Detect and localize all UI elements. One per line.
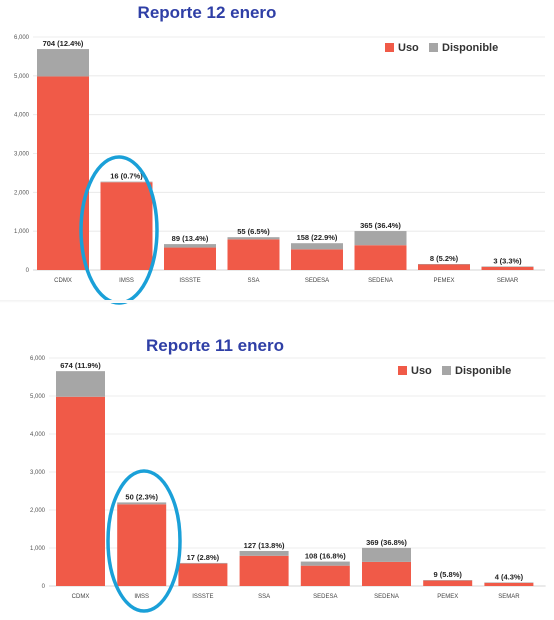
category-label-pemex: PEMEX xyxy=(433,278,454,284)
highlight-ellipse-imss xyxy=(79,155,159,305)
category-label-issste: ISSSTE xyxy=(192,594,213,600)
bar-uso-issste xyxy=(164,247,216,270)
y-tick-label: 5,000 xyxy=(30,394,46,400)
bar-chart-12-enero: 0 1,000 2,000 3,000 4,000 5,000 6,000 704 (12.4… xyxy=(14,35,545,305)
bar-uso-issste xyxy=(178,563,228,586)
bar-disponible-ssa xyxy=(227,237,280,240)
highlight-ellipse-imss xyxy=(106,469,182,613)
legend-swatch-disponible xyxy=(429,43,438,52)
y-tick-label: 0 xyxy=(26,268,30,274)
category-label-sedesa: SEDESA xyxy=(305,278,329,284)
data-label-semar: 3 (3.3%) xyxy=(493,256,522,265)
bar-disponible-ssa xyxy=(239,550,289,556)
data-label-sedesa: 108 (16.8%) xyxy=(305,552,346,561)
category-label-sedena: SEDENA xyxy=(368,278,393,284)
bar-uso-sedena xyxy=(362,561,411,586)
y-tick-label: 4,000 xyxy=(14,113,30,119)
bar-uso-sedesa xyxy=(291,249,343,270)
bar-disponible-imss xyxy=(100,181,153,183)
panel-divider xyxy=(0,300,554,303)
bar-uso-imss xyxy=(117,504,167,586)
y-tick-label: 0 xyxy=(42,584,46,590)
data-label-imss: 16 (0.7%) xyxy=(110,172,143,181)
legend-label-disponible: Disponible xyxy=(442,42,498,54)
y-tick-label: 3,000 xyxy=(30,470,46,476)
legend-swatch-uso xyxy=(385,43,394,52)
chart-panel-12-enero: Reporte 12 enero 0 1,000 2,000 3,000 4,000 5,… xyxy=(0,0,554,305)
data-label-issste: 89 (13.4%) xyxy=(172,234,209,243)
data-label-ssa: 55 (6.5%) xyxy=(237,227,270,236)
category-label-imss: IMSS xyxy=(119,278,134,284)
y-tick-label: 5,000 xyxy=(14,74,30,80)
data-label-pemex: 9 (5.8%) xyxy=(434,570,463,579)
data-label-semar: 4 (4.3%) xyxy=(495,572,524,581)
bar-disponible-imss xyxy=(117,502,167,505)
bar-chart-11-enero: 0 1,000 2,000 3,000 4,000 5,000 6,000 674 (11.9… xyxy=(30,356,546,613)
data-label-pemex: 8 (5.2%) xyxy=(430,254,459,263)
legend-swatch-uso xyxy=(398,366,407,375)
category-label-cdmx: CDMX xyxy=(72,594,90,600)
y-tick-label: 1,000 xyxy=(14,229,30,235)
bar-disponible-sedesa xyxy=(300,561,350,566)
category-label-sedesa: SEDESA xyxy=(313,594,337,600)
data-label-sedena: 365 (36.4%) xyxy=(360,221,401,230)
y-tick-label: 1,000 xyxy=(30,546,46,552)
data-label-cdmx: 704 (12.4%) xyxy=(43,39,84,48)
bar-uso-semar xyxy=(481,266,534,270)
bar-disponible-sedena xyxy=(354,231,407,246)
bar-uso-sedesa xyxy=(300,565,350,586)
category-label-issste: ISSSTE xyxy=(179,278,200,284)
y-tick-label: 4,000 xyxy=(30,432,46,438)
bar-disponible-pemex xyxy=(423,580,473,581)
bar-uso-pemex xyxy=(418,264,470,270)
category-label-semar: SEMAR xyxy=(497,278,519,284)
category-label-cdmx: CDMX xyxy=(54,278,72,284)
chart-title: Reporte 12 enero xyxy=(137,3,277,22)
category-label-ssa: SSA xyxy=(258,594,270,600)
category-label-pemex: PEMEX xyxy=(437,594,458,600)
data-label-ssa: 127 (13.8%) xyxy=(244,541,285,550)
bar-disponible-issste xyxy=(178,562,228,564)
y-tick-label: 6,000 xyxy=(14,35,30,41)
bar-disponible-semar xyxy=(481,266,534,267)
chart-title: Reporte 11 enero xyxy=(146,336,284,355)
category-label-ssa: SSA xyxy=(247,278,259,284)
bar-disponible-cdmx xyxy=(37,49,89,77)
legend-swatch-disponible xyxy=(442,366,451,375)
bar-uso-ssa xyxy=(227,239,280,270)
bar-disponible-sedena xyxy=(362,547,411,562)
category-label-imss: IMSS xyxy=(134,594,149,600)
legend-label-uso: Uso xyxy=(398,42,419,54)
bar-uso-imss xyxy=(100,182,153,270)
data-label-imss: 50 (2.3%) xyxy=(125,492,158,501)
legend-label-uso: Uso xyxy=(411,365,432,377)
bar-disponible-pemex xyxy=(418,263,470,265)
bar-uso-ssa xyxy=(239,555,289,586)
data-label-cdmx: 674 (11.9%) xyxy=(60,361,101,370)
y-tick-label: 2,000 xyxy=(30,508,46,514)
y-tick-label: 3,000 xyxy=(14,152,30,158)
y-tick-label: 2,000 xyxy=(14,190,30,196)
y-tick-label: 6,000 xyxy=(30,356,46,362)
category-label-sedena: SEDENA xyxy=(374,594,399,600)
bar-disponible-semar xyxy=(484,582,534,583)
bar-disponible-sedesa xyxy=(291,243,343,250)
data-label-sedena: 369 (36.8%) xyxy=(366,538,407,547)
data-label-issste: 17 (2.8%) xyxy=(187,553,220,562)
bar-uso-cdmx xyxy=(56,396,105,586)
legend-label-disponible: Disponible xyxy=(455,365,511,377)
bar-uso-semar xyxy=(484,582,534,586)
bar-uso-sedena xyxy=(354,245,407,270)
bar-disponible-issste xyxy=(164,244,216,248)
data-label-sedesa: 158 (22.9%) xyxy=(297,233,338,242)
bar-disponible-cdmx xyxy=(56,371,105,397)
bar-uso-pemex xyxy=(423,580,473,586)
chart-panel-11-enero: Reporte 11 enero 0 1,000 2,000 3,000 4,000 5,… xyxy=(0,328,554,620)
category-label-semar: SEMAR xyxy=(498,594,520,600)
